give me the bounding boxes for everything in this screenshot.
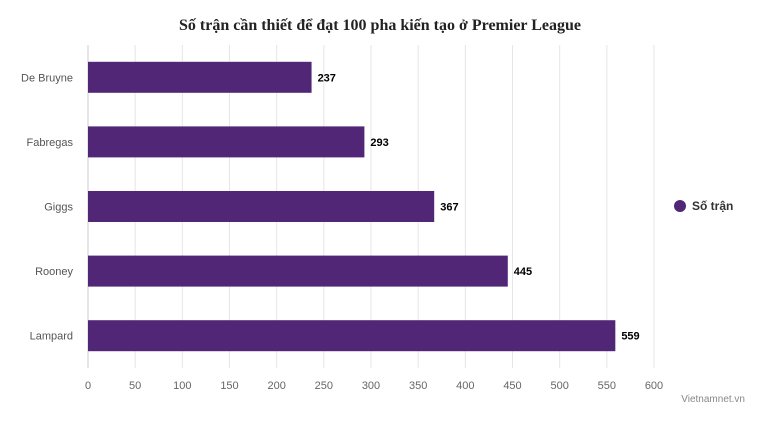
legend-marker <box>674 200 686 212</box>
legend-label: Số trận <box>692 199 733 213</box>
bar <box>88 255 508 287</box>
x-tick-label: 0 <box>85 380 91 392</box>
data-label: 293 <box>370 137 388 149</box>
x-tick-label: 450 <box>503 380 521 392</box>
x-tick-label: 600 <box>645 380 663 392</box>
x-tick-label: 150 <box>220 380 238 392</box>
y-category-label: De Bruyne <box>21 72 73 84</box>
x-tick-label: 550 <box>598 380 616 392</box>
y-category-label: Rooney <box>35 266 73 278</box>
source-credit: Vietnamnet.vn <box>681 394 745 405</box>
y-category-label: Giggs <box>44 202 73 214</box>
x-tick-label: 400 <box>456 380 474 392</box>
data-label: 445 <box>514 266 532 278</box>
x-tick-label: 50 <box>129 380 141 392</box>
data-label: 237 <box>318 72 336 84</box>
bar <box>88 191 435 222</box>
chart-title: Số trận cần thiết để đạt 100 pha kiến tạ… <box>179 17 581 34</box>
legend[interactable]: Số trận <box>674 199 733 213</box>
x-tick-label: 500 <box>550 380 568 392</box>
data-label: 559 <box>621 331 639 343</box>
y-category-label: Lampard <box>30 331 73 343</box>
bar <box>88 61 312 93</box>
bar <box>88 320 616 352</box>
x-tick-label: 200 <box>267 380 285 392</box>
x-tick-label: 300 <box>362 380 380 392</box>
x-tick-label: 250 <box>315 380 333 392</box>
x-tick-label: 100 <box>173 380 191 392</box>
bar <box>88 126 365 158</box>
data-label: 367 <box>440 202 458 214</box>
x-tick-label: 350 <box>409 380 427 392</box>
y-category-label: Fabregas <box>27 137 74 149</box>
